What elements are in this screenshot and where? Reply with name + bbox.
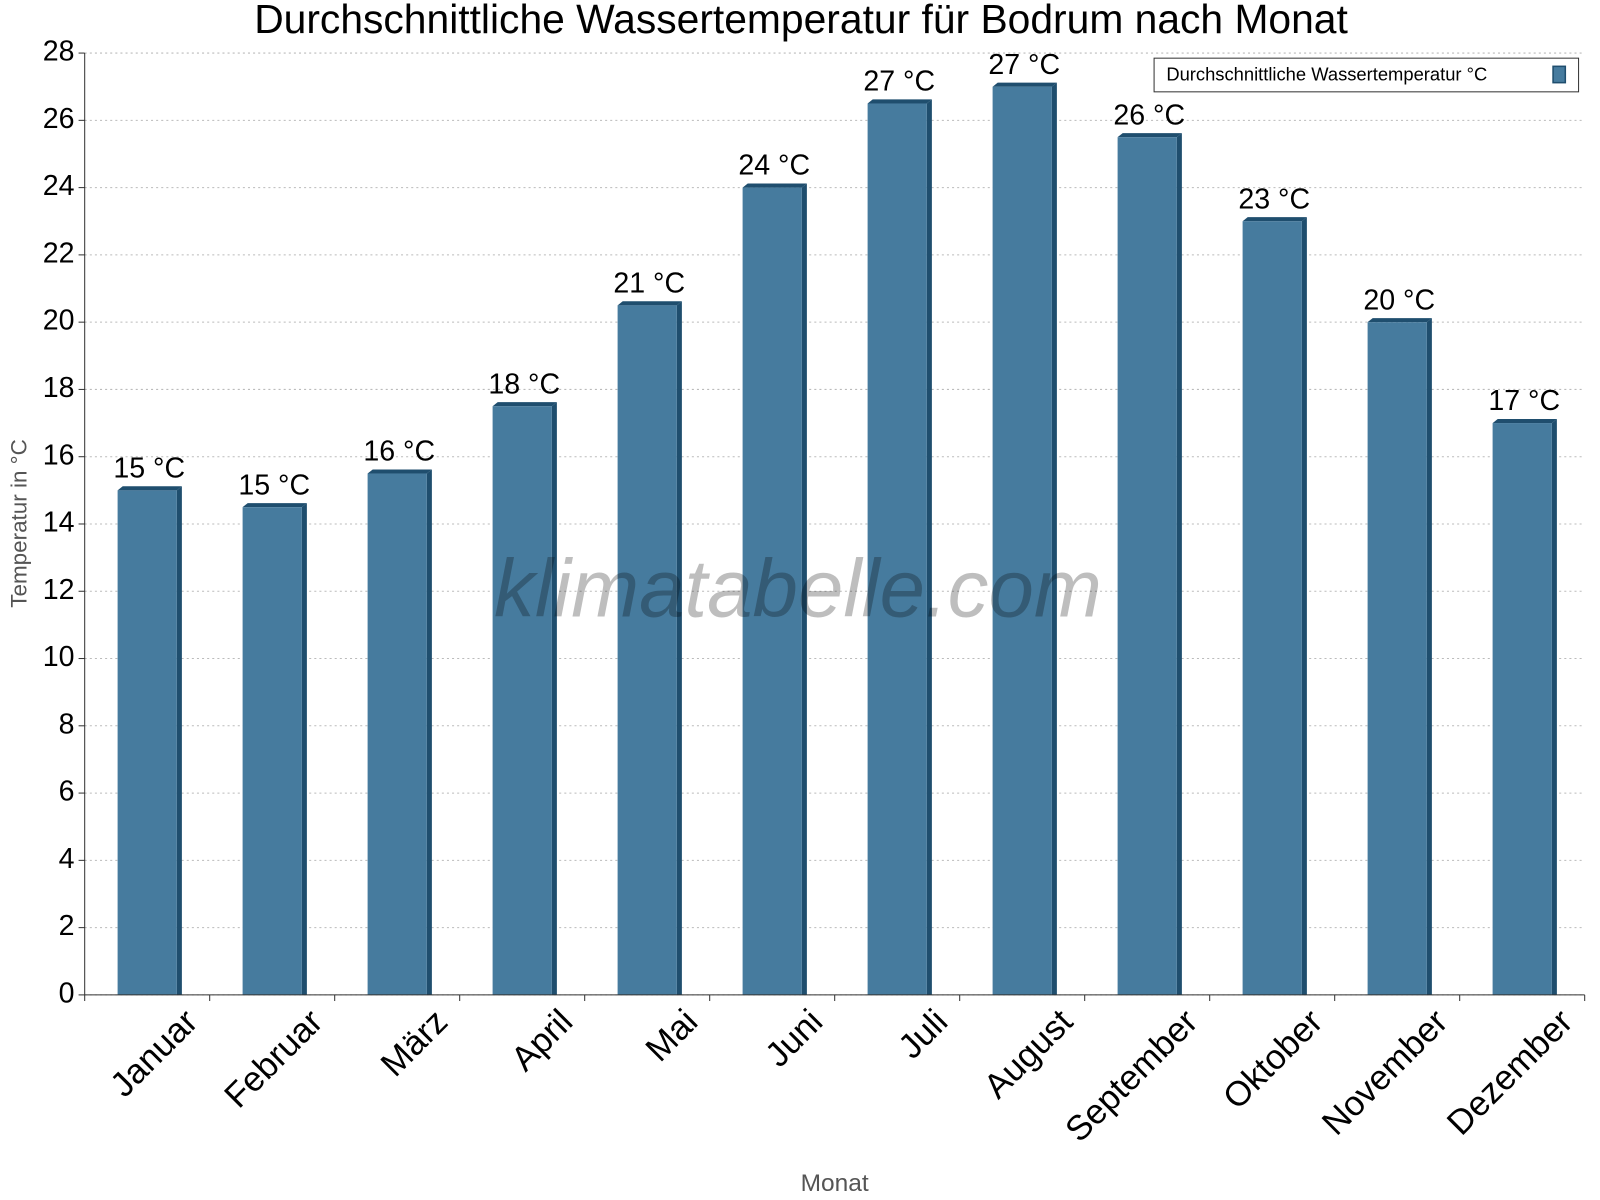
value-label: 27 °C [988, 49, 1060, 81]
y-tick-label: 18 [43, 372, 75, 404]
y-tick-label: 14 [43, 507, 75, 539]
bar-side [1051, 82, 1057, 995]
bar-top [617, 301, 682, 306]
chart-title: Durchschnittliche Wassertemperatur für B… [254, 0, 1348, 42]
bar-top [1492, 418, 1557, 424]
bar-group: 16 °C [363, 436, 435, 995]
bar-side [801, 183, 807, 995]
bar-group: 17 °C [1488, 385, 1560, 995]
bar [867, 103, 927, 995]
value-label: 20 °C [1363, 284, 1435, 316]
bar [742, 187, 802, 995]
value-label: 17 °C [1488, 385, 1560, 417]
bar-side [676, 301, 682, 995]
bar [992, 86, 1052, 995]
legend-swatch [1552, 65, 1567, 84]
bar-top [742, 183, 807, 188]
bar [492, 406, 552, 995]
bar-side [1551, 418, 1557, 995]
y-tick-label: 24 [43, 170, 75, 202]
value-label: 27 °C [863, 66, 935, 98]
bar-group: 15 °C [113, 452, 185, 995]
bar-side [1426, 318, 1432, 995]
y-tick-label: 22 [43, 237, 75, 269]
bar-side [1176, 133, 1182, 995]
y-tick-label: 28 [43, 36, 75, 68]
y-tick-label: 0 [59, 977, 75, 1009]
value-label: 18 °C [488, 368, 560, 400]
value-label: 16 °C [363, 436, 435, 468]
bar-top [992, 82, 1057, 87]
y-tick-label: 20 [43, 305, 75, 337]
bar [1367, 322, 1427, 995]
y-tick-label: 4 [59, 843, 75, 875]
y-tick-label: 26 [43, 103, 75, 135]
y-tick-label: 6 [59, 776, 75, 808]
x-axis-title: Monat [801, 1170, 869, 1197]
bar-top [117, 486, 182, 491]
bar-side [1301, 217, 1307, 995]
bar-top [492, 402, 557, 407]
watermark: klimatabelle.com [494, 543, 1102, 634]
bar [1117, 137, 1177, 995]
bar-group: 21 °C [613, 267, 685, 995]
bar-top [367, 469, 432, 474]
bar-group: 20 °C [1363, 284, 1435, 995]
y-tick-label: 12 [43, 574, 75, 606]
bar-group: 18 °C [488, 368, 560, 995]
value-label: 26 °C [1113, 99, 1185, 131]
value-label: 15 °C [238, 469, 310, 501]
legend-box [1153, 57, 1580, 93]
bar-group: 23 °C [1238, 183, 1310, 995]
y-tick-label: 8 [59, 708, 75, 740]
bar-group: 27 °C [863, 66, 935, 995]
y-tick-label: 2 [59, 910, 75, 942]
value-label: 15 °C [113, 452, 185, 484]
bar-side [926, 99, 932, 995]
bar [617, 305, 677, 995]
grid [84, 52, 1585, 996]
bar-group: 26 °C [1113, 99, 1185, 995]
bar-side [176, 486, 182, 995]
bar-top [867, 99, 932, 104]
value-label: 21 °C [613, 267, 685, 299]
bars: 15 °C 15 °C 16 °C 18 °C 21 °C 24 °C 27 °C 27 °C… [113, 49, 1560, 995]
bar [1242, 221, 1302, 995]
bar [242, 507, 302, 995]
y-axis-title: Temperatur in °C [6, 439, 31, 608]
bar-group: 15 °C [238, 469, 310, 995]
bar-top [1367, 318, 1432, 323]
bar [117, 490, 177, 995]
bar-group: 27 °C [988, 49, 1060, 995]
bar-side [551, 402, 557, 995]
bar-group: 24 °C [738, 150, 810, 995]
bar [367, 473, 427, 995]
bar-side [301, 503, 307, 995]
bar [1492, 423, 1552, 995]
bar-top [1117, 133, 1182, 138]
y-tick-label: 10 [43, 641, 75, 673]
y-tick-label: 16 [43, 439, 75, 471]
value-label: 24 °C [738, 150, 810, 182]
value-label: 23 °C [1238, 183, 1310, 215]
legend-label: Durchschnittliche Wassertemperatur °C [1166, 63, 1487, 84]
bar-top [1242, 217, 1307, 222]
bar-top [242, 503, 307, 508]
bar-side [426, 469, 432, 995]
